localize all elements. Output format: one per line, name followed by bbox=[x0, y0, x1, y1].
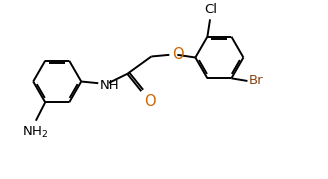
Text: NH$_2$: NH$_2$ bbox=[22, 125, 49, 140]
Text: O: O bbox=[144, 94, 155, 109]
Text: NH: NH bbox=[100, 79, 119, 92]
Text: O: O bbox=[172, 47, 184, 62]
Text: Br: Br bbox=[249, 74, 263, 88]
Text: Cl: Cl bbox=[204, 3, 217, 16]
